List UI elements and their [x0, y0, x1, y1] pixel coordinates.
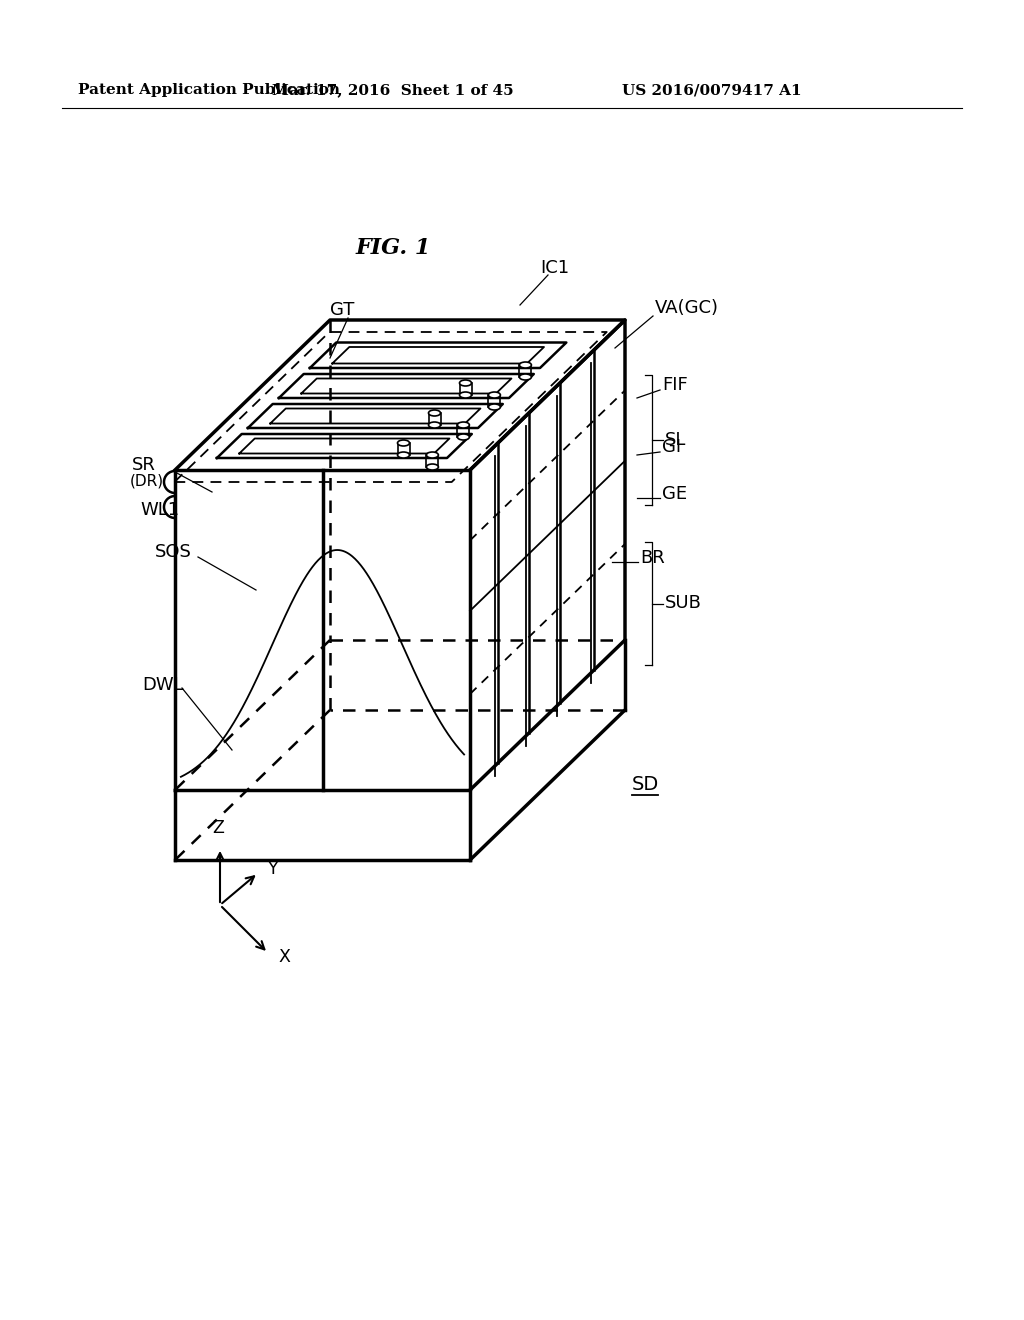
Ellipse shape [428, 422, 440, 428]
Text: DWL: DWL [142, 676, 183, 694]
Text: (DR): (DR) [130, 474, 164, 488]
Text: SR: SR [132, 455, 156, 474]
Text: SD: SD [632, 776, 659, 795]
Text: GI: GI [662, 438, 681, 455]
Ellipse shape [460, 392, 471, 399]
Ellipse shape [428, 411, 440, 416]
Ellipse shape [488, 392, 501, 399]
Ellipse shape [519, 362, 531, 368]
Ellipse shape [488, 404, 501, 411]
Text: FIF: FIF [662, 376, 688, 393]
Text: X: X [278, 948, 290, 966]
Ellipse shape [397, 451, 410, 458]
Text: Mar. 17, 2016  Sheet 1 of 45: Mar. 17, 2016 Sheet 1 of 45 [272, 83, 514, 96]
Ellipse shape [519, 374, 531, 380]
Text: BR: BR [640, 549, 665, 568]
Text: IC1: IC1 [540, 259, 569, 277]
Ellipse shape [426, 451, 438, 458]
Text: US 2016/0079417 A1: US 2016/0079417 A1 [622, 83, 802, 96]
Text: VA(GC): VA(GC) [655, 300, 719, 317]
Ellipse shape [397, 440, 410, 446]
Text: FIG. 1: FIG. 1 [355, 238, 431, 259]
Text: GT: GT [330, 301, 354, 319]
Ellipse shape [460, 380, 471, 385]
Text: WL1: WL1 [140, 502, 179, 519]
Text: SUB: SUB [665, 594, 701, 612]
Text: SL: SL [665, 432, 686, 449]
Ellipse shape [426, 465, 438, 470]
Text: Y: Y [268, 861, 279, 878]
Text: SOS: SOS [155, 543, 191, 561]
Ellipse shape [458, 434, 469, 440]
Text: Z: Z [212, 818, 224, 837]
Ellipse shape [458, 422, 469, 428]
Text: Patent Application Publication: Patent Application Publication [78, 83, 340, 96]
Text: GE: GE [662, 484, 687, 503]
